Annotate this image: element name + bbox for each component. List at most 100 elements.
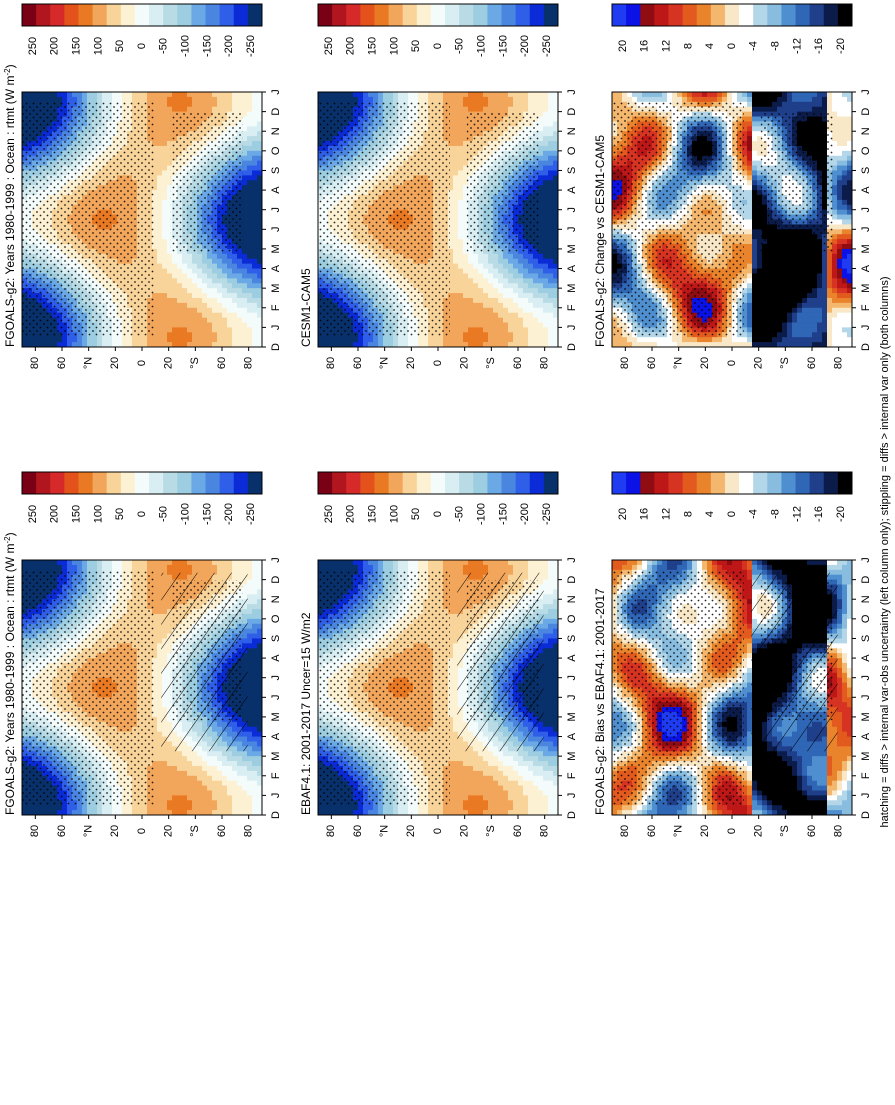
heatmap-cell [257,780,263,787]
heatmap-cell [212,317,218,323]
heatmap-cell [242,273,248,279]
heatmap-cell [162,795,168,801]
lat-tick-label: 60 [216,825,228,837]
heatmap-cell [222,288,228,294]
heatmap-cell [132,560,138,566]
heatmap-cell [167,199,173,206]
heatmap-cell [252,136,258,142]
heatmap-cell [187,805,193,811]
heatmap-cell [257,741,263,747]
heatmap-cell [177,761,183,767]
heatmap-cell [67,560,73,566]
heatmap-cell [162,229,168,235]
heatmap-cell [167,322,173,328]
heatmap-cell [157,145,163,152]
colorbar-label: 50 [114,508,126,520]
heatmap-cell [247,687,253,693]
heatmap-cell [242,131,248,137]
heatmap-cell [252,609,258,615]
colorbar-swatch [247,472,263,494]
heatmap-cell [157,633,163,639]
heatmap-cell [132,810,138,816]
heatmap-cell [102,805,108,811]
heatmap-cell [162,214,168,220]
heatmap-cell [242,209,248,216]
heatmap-cell [217,101,223,108]
heatmap-cell [157,229,163,235]
heatmap-cell [167,283,173,289]
heatmap-cell [242,790,248,796]
heatmap-cell [167,170,173,176]
heatmap-cell [172,761,178,767]
heatmap-cell [207,560,213,566]
heatmap-cell [172,756,178,762]
heatmap-cell [257,643,263,649]
heatmap-cell [217,288,223,294]
heatmap-cell [212,106,218,113]
heatmap-cell [247,658,253,664]
heatmap-cell [182,564,188,571]
heatmap-cell [222,795,228,801]
heatmap-cell [82,342,88,348]
heatmap-cell [252,180,258,186]
heatmap-cell [187,560,193,566]
heatmap-cell [157,293,163,299]
heatmap-cell [152,180,158,186]
heatmap-cell [232,297,238,304]
heatmap-cell [167,234,173,240]
heatmap-cell [232,751,238,757]
heatmap-cell [167,244,173,250]
heatmap-cell [157,716,163,723]
heatmap-cell [217,312,223,319]
heatmap-cell [152,604,158,610]
heatmap-cell [242,302,248,309]
heatmap-cell [192,312,198,319]
heatmap-cell [197,805,203,811]
heatmap-cell [237,805,243,811]
heatmap-cell [167,268,173,274]
heatmap-cell [227,312,233,319]
heatmap-cell [182,322,188,328]
heatmap-cell [67,564,73,571]
heatmap-cell [247,775,253,782]
heatmap-cell [67,805,73,811]
heatmap-cell [252,599,258,605]
heatmap-cell [157,170,163,176]
heatmap-cell [197,337,203,343]
heatmap-cell [122,96,128,103]
heatmap-cell [107,564,113,571]
heatmap-cell [242,317,248,323]
heatmap-cell [177,564,183,571]
heatmap-cell [242,234,248,240]
heatmap-cell [192,761,198,767]
heatmap-cell [257,736,263,742]
heatmap-cell [167,805,173,811]
heatmap-cell [217,297,223,304]
heatmap-cell [82,810,88,816]
heatmap-cell [237,790,243,796]
colorbar-label: -100 [180,503,192,525]
heatmap-cell [187,302,193,309]
heatmap-cell [187,327,193,333]
heatmap-cell [247,307,253,314]
heatmap-cell [192,337,198,343]
heatmap-cell [152,145,158,152]
colorbar-swatch [120,472,136,494]
heatmap-cell [152,190,158,196]
heatmap-cell [202,569,208,576]
heatmap-cell [182,288,188,294]
heatmap-cell [152,258,158,265]
heatmap-cell [212,268,218,274]
heatmap-cell [127,337,133,343]
heatmap-cell [252,687,258,693]
heatmap-cell [167,810,173,816]
heatmap-cell [247,106,253,113]
heatmap-cell [172,293,178,299]
heatmap-cell [122,810,128,816]
heatmap-cell [162,800,168,806]
heatmap-cell [72,337,78,343]
heatmap-cell [252,805,258,811]
heatmap-cell [152,121,158,127]
heatmap-cell [247,648,253,654]
